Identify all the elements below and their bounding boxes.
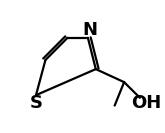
Text: S: S [30,94,43,112]
Text: N: N [82,21,97,39]
Text: OH: OH [131,94,161,112]
